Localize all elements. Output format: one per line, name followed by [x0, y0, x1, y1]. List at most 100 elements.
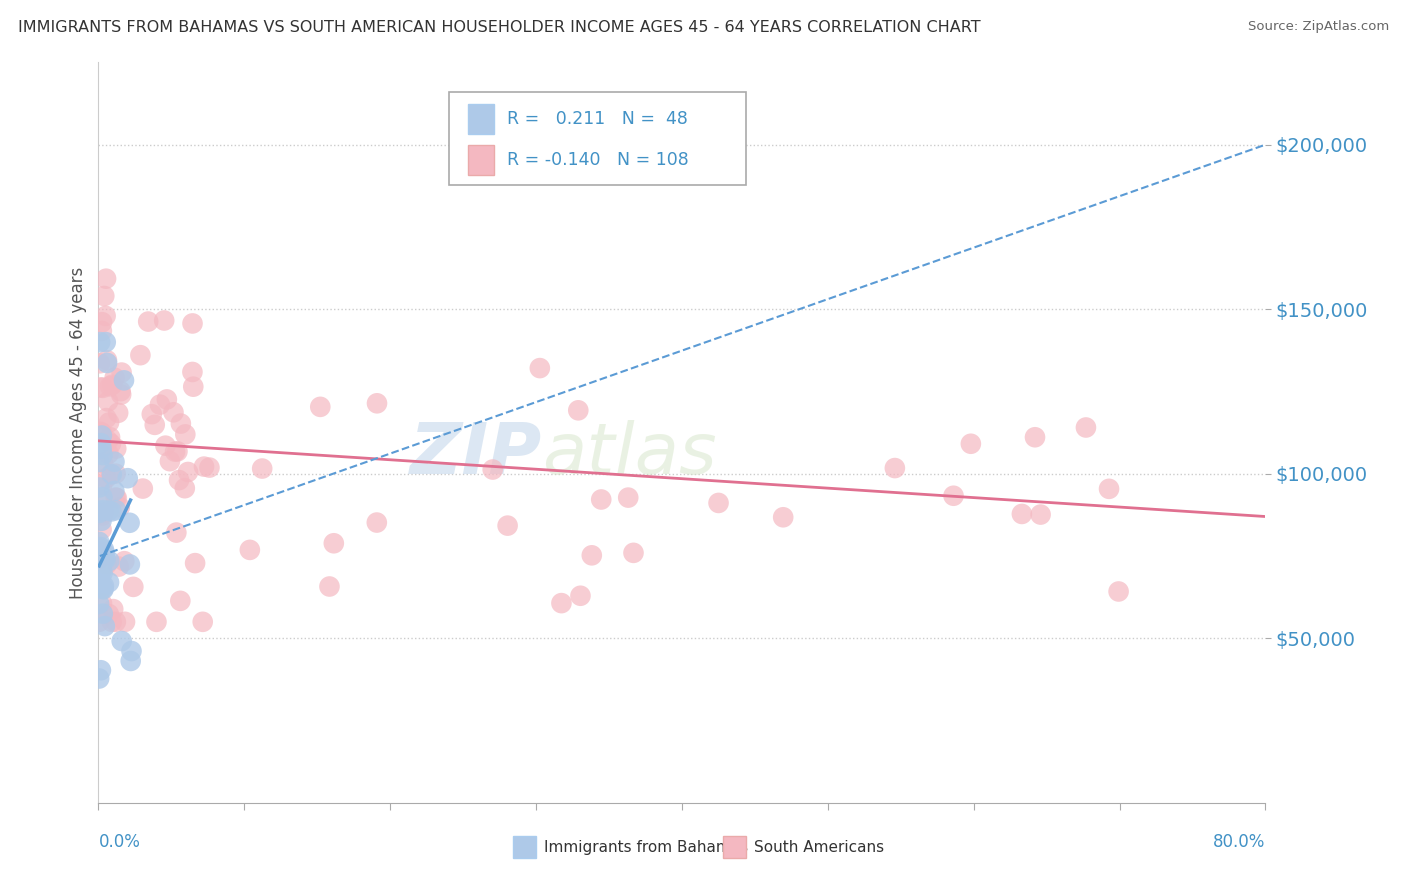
Point [91, 596, 114, 610]
Point [481, 462, 503, 476]
Point [91, 490, 114, 504]
Point [623, 546, 645, 560]
Point [94, 552, 117, 566]
Point [169, 594, 191, 608]
Bar [468, 104, 494, 134]
Point [89, 504, 111, 518]
Point [105, 491, 128, 505]
Point [496, 518, 519, 533]
Point [550, 596, 572, 610]
Point [98, 575, 121, 590]
Point [110, 366, 132, 380]
Point [100, 467, 122, 482]
Point [94, 619, 117, 633]
Point [191, 615, 214, 629]
Text: R =   0.211   N =  48: R = 0.211 N = 48 [508, 111, 688, 128]
Point [111, 634, 134, 648]
Text: Source: ZipAtlas.com: Source: ZipAtlas.com [1249, 20, 1389, 33]
Point [159, 454, 181, 468]
Point [136, 314, 159, 328]
Point [121, 644, 143, 658]
Point [103, 483, 125, 498]
Point [91, 508, 114, 523]
Point [90, 428, 112, 442]
Point [97, 434, 120, 448]
Point [96, 471, 118, 485]
Point [89, 577, 111, 591]
Point [108, 500, 131, 515]
Point [97, 607, 120, 621]
Point [93, 579, 115, 593]
Point [91, 478, 114, 492]
Point [145, 615, 167, 629]
Point [118, 516, 141, 530]
Point [89, 356, 111, 370]
Point [529, 361, 551, 376]
Point [177, 465, 200, 479]
Point [91, 566, 114, 580]
Point [96, 356, 118, 370]
Bar [723, 836, 747, 858]
Point [108, 559, 131, 574]
FancyBboxPatch shape [449, 92, 747, 185]
Point [91, 503, 114, 517]
Point [883, 461, 905, 475]
Point [105, 442, 128, 456]
Point [94, 335, 117, 350]
Point [569, 589, 592, 603]
Text: IMMIGRANTS FROM BAHAMAS VS SOUTH AMERICAN HOUSEHOLDER INCOME AGES 45 - 64 YEARS : IMMIGRANTS FROM BAHAMAS VS SOUTH AMERICA… [18, 20, 981, 35]
Point [1029, 508, 1052, 522]
Point [93, 289, 115, 303]
Point [309, 400, 332, 414]
Point [91, 448, 114, 462]
Point [100, 504, 122, 518]
Point [96, 353, 118, 368]
Point [94, 271, 117, 285]
Point [91, 381, 114, 395]
Point [91, 582, 114, 596]
Point [104, 467, 127, 481]
Point [90, 436, 112, 450]
Point [318, 580, 340, 594]
Point [101, 377, 124, 392]
Point [91, 607, 114, 621]
Point [104, 371, 127, 385]
Text: ZIP: ZIP [409, 420, 541, 490]
Point [93, 546, 115, 560]
Point [772, 510, 794, 524]
Point [89, 481, 111, 495]
Point [91, 456, 114, 470]
Point [366, 516, 388, 530]
Point [104, 615, 127, 629]
Point [120, 654, 142, 668]
Point [90, 425, 112, 440]
Point [567, 403, 589, 417]
Point [122, 580, 145, 594]
Point [165, 525, 187, 540]
Point [149, 398, 172, 412]
Point [942, 489, 965, 503]
Point [181, 379, 204, 393]
Point [89, 552, 111, 566]
Point [184, 556, 207, 570]
Bar [468, 145, 494, 175]
Point [97, 447, 120, 461]
Point [170, 417, 193, 431]
Y-axis label: Householder Income Ages 45 - 64 years: Householder Income Ages 45 - 64 years [69, 267, 87, 599]
Point [98, 430, 121, 444]
Point [1024, 430, 1046, 444]
Point [89, 541, 111, 556]
Text: South Americans: South Americans [754, 839, 884, 855]
Point [181, 365, 204, 379]
Point [617, 491, 640, 505]
Point [89, 335, 111, 350]
Point [89, 535, 111, 549]
Point [153, 313, 176, 327]
Text: Immigrants from Bahamas: Immigrants from Bahamas [544, 839, 748, 855]
Point [155, 439, 177, 453]
Point [591, 492, 613, 507]
Point [239, 542, 262, 557]
Point [94, 309, 117, 323]
Point [90, 324, 112, 338]
Bar [513, 836, 536, 858]
